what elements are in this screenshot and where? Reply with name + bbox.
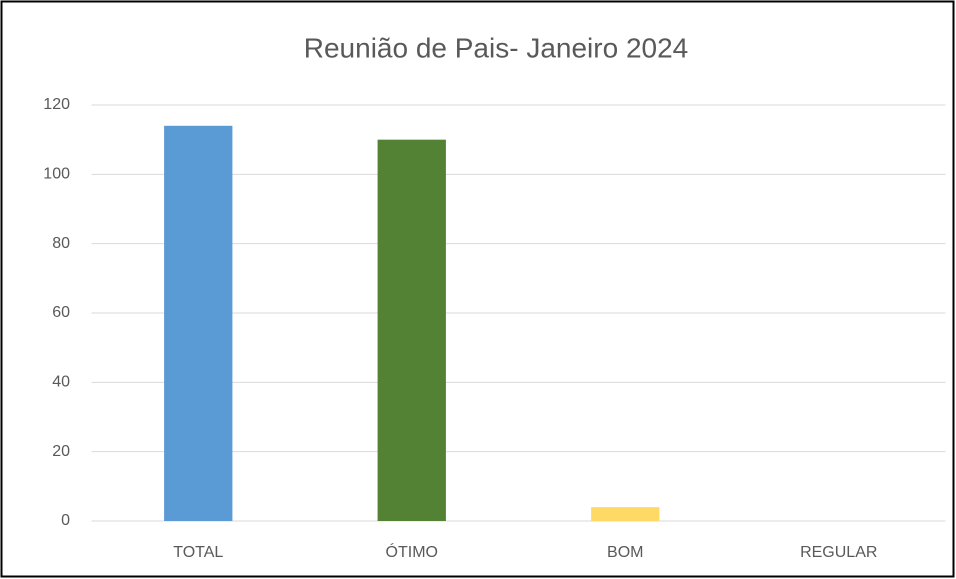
x-tick-label: REGULAR [800, 544, 877, 561]
y-tick-label: 80 [52, 235, 70, 252]
y-tick-label: 120 [43, 96, 70, 113]
bar [377, 139, 446, 521]
y-tick-label: 0 [61, 512, 70, 529]
y-tick-label: 100 [43, 166, 70, 183]
y-tick-label: 60 [52, 304, 70, 321]
x-tick-label: BOM [607, 544, 643, 561]
chart-title: Reunião de Pais- Janeiro 2024 [304, 32, 688, 63]
bar [164, 125, 233, 522]
x-tick-label: ÓTIMO [386, 542, 438, 561]
y-tick-label: 20 [52, 443, 70, 460]
y-tick-label: 40 [52, 374, 70, 391]
x-tick-label: TOTAL [173, 544, 223, 561]
bar [591, 507, 660, 521]
